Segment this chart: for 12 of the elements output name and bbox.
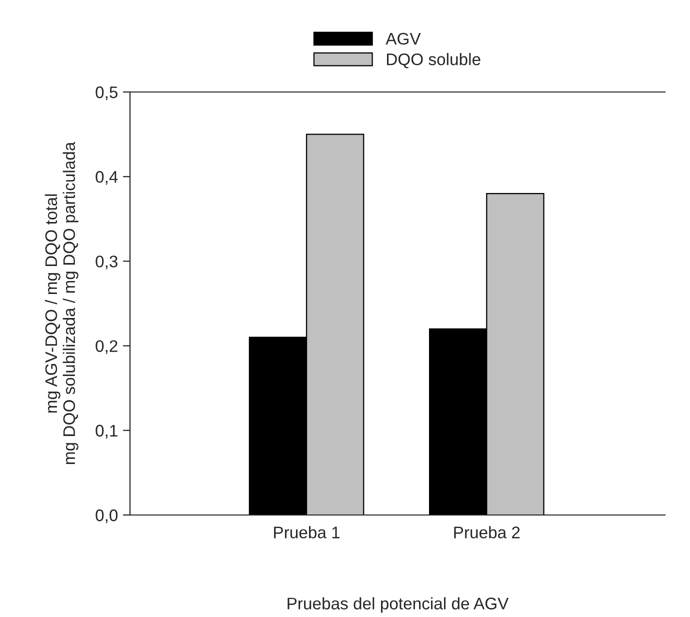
y-tick-label: 0,1 bbox=[96, 424, 118, 439]
y-tick-label: 0,0 bbox=[96, 509, 118, 524]
y-tick-label: 0,4 bbox=[96, 171, 118, 185]
y-tick-label: 0,2 bbox=[96, 340, 118, 354]
y-tick-label: 0,3 bbox=[96, 256, 118, 270]
y-tick-label: 0,5 bbox=[96, 86, 118, 100]
x-axis-title: Pruebas del potencial de AGV bbox=[288, 597, 509, 613]
x-tick-label: Prueba 1 bbox=[274, 526, 340, 538]
y-axis-title: mg AGV-DQO / mg DQO total mg DQO solubilizada / mg DQO particulada bbox=[44, 142, 78, 464]
x-tick-label: Prueba 2 bbox=[454, 526, 520, 538]
legend-label: DQO soluble bbox=[386, 53, 480, 68]
legend-label: AGV bbox=[386, 32, 421, 45]
